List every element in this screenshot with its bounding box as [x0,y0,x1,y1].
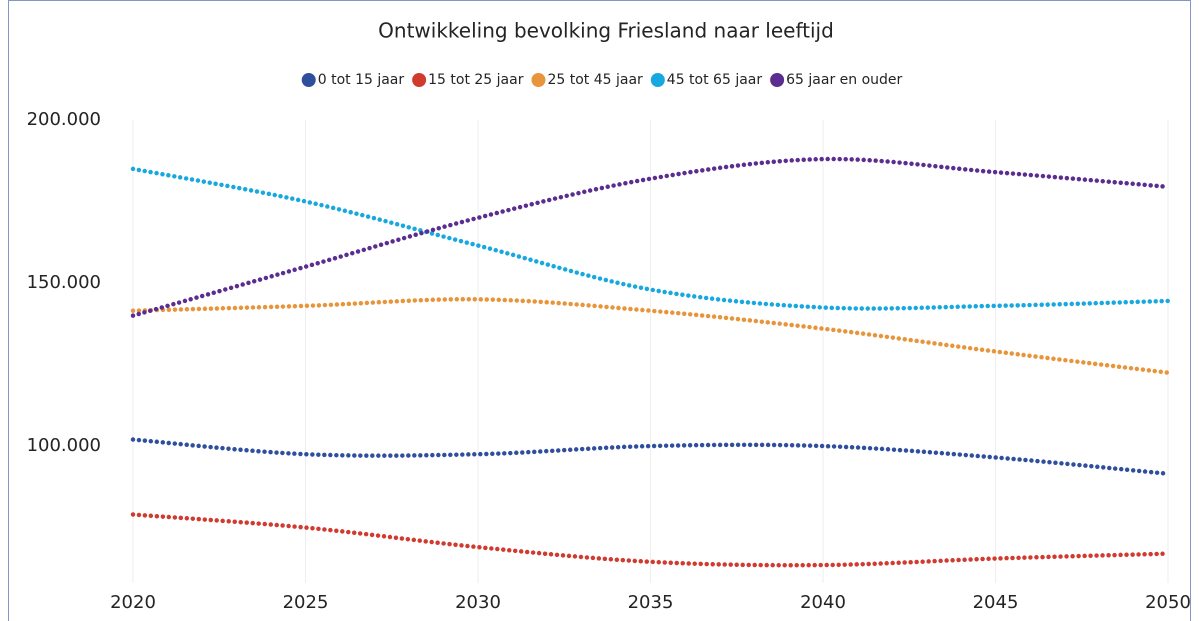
x-tick-label: 2045 [973,592,1019,613]
x-tick-label: 2050 [1145,592,1191,613]
series-line [130,156,1171,318]
series-line [130,296,1171,375]
y-tick-label: 100.000 [27,435,101,456]
legend-label: 65 jaar en ouder [786,72,902,88]
chart-title: Ontwikkeling bevolking Friesland naar le… [378,19,834,43]
x-tick-label: 2020 [110,592,156,613]
x-tick-label: 2030 [455,592,501,613]
series-line [130,512,1171,568]
legend-marker [770,73,785,87]
legend-marker [301,73,316,87]
legend-label: 15 tot 25 jaar [428,72,524,88]
x-tick-label: 2025 [283,592,329,613]
series-line [130,166,1171,311]
y-tick-label: 200.000 [27,109,101,130]
legend-label: 0 tot 15 jaar [318,72,405,88]
legend-marker [412,73,427,87]
x-tick-label: 2040 [800,592,846,613]
legend-label: 25 tot 45 jaar [547,72,643,88]
series-line [130,437,1171,477]
legend-marker [650,73,665,87]
y-tick-label: 150.000 [27,272,101,293]
x-tick-label: 2035 [628,592,674,613]
legend-marker [531,73,546,87]
legend-label: 45 tot 65 jaar [667,72,763,88]
